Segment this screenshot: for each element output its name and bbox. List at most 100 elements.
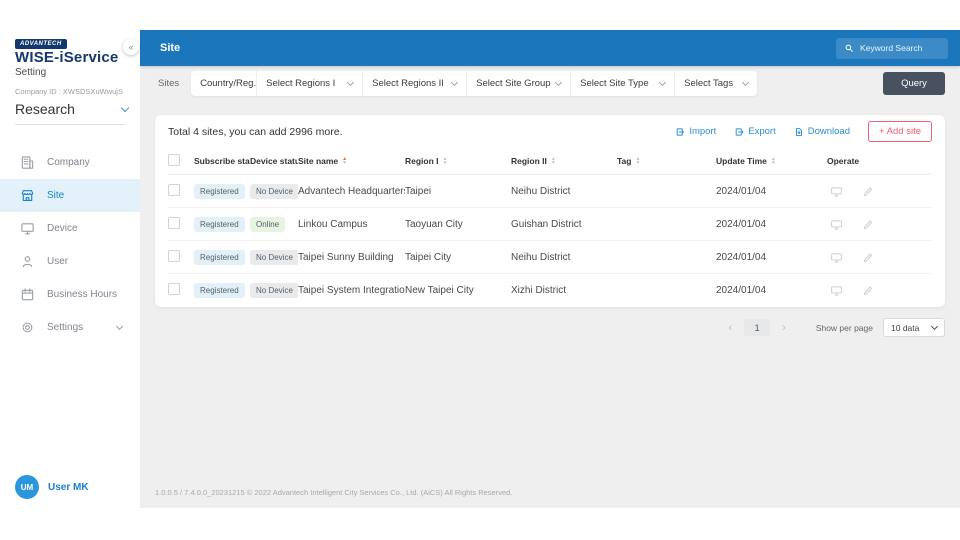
- page-size-value: 10 data: [891, 322, 920, 333]
- sidebar-collapse-button[interactable]: «: [123, 39, 139, 55]
- sidebar-item-device[interactable]: Device: [0, 212, 140, 245]
- column-header-operate: Operate: [827, 156, 860, 166]
- sort-icon[interactable]: ▲ ▼: [770, 156, 776, 166]
- sidebar-item-user[interactable]: User: [0, 245, 140, 278]
- sidebar-item-business-hours[interactable]: Business Hours: [0, 278, 140, 311]
- device-view-icon[interactable]: [830, 251, 843, 264]
- app-window: ADVANTECH WISE-iService Setting Company …: [0, 30, 960, 508]
- page-size-select[interactable]: 10 data: [883, 318, 945, 337]
- edit-icon[interactable]: [861, 218, 874, 231]
- import-button[interactable]: Import: [675, 126, 716, 137]
- update-time-cell: 2024/01/04: [716, 185, 767, 197]
- region-1-cell: Taipei: [405, 185, 432, 197]
- column-label: Site name: [298, 156, 339, 166]
- row-checkbox[interactable]: [168, 183, 180, 196]
- person-icon: [20, 254, 35, 269]
- row-checkbox[interactable]: [168, 216, 180, 229]
- organization-selector[interactable]: Research: [15, 97, 130, 121]
- previous-page-icon[interactable]: ‹: [728, 321, 733, 334]
- device-status-badge: Online: [250, 216, 286, 232]
- select-value: Select Site Group: [476, 78, 551, 89]
- search-input[interactable]: [860, 43, 940, 53]
- user-chip[interactable]: UM User MK: [15, 475, 89, 499]
- advantech-logo: ADVANTECH: [15, 39, 67, 49]
- gear-icon: [20, 320, 35, 335]
- table-row: Registered No Device Taipei Sunny Buildi…: [168, 241, 932, 274]
- sort-icon[interactable]: ▲ ▼: [442, 156, 448, 166]
- chevron-down-icon: [347, 78, 355, 86]
- update-time-cell: 2024/01/04: [716, 218, 767, 230]
- device-view-icon[interactable]: [830, 185, 843, 198]
- sites-table-card: Total 4 sites, you can add 2996 more. Im…: [155, 115, 945, 307]
- main-content: Site Sites Country/Reg... Select Regions…: [140, 30, 960, 508]
- table-row: Registered No Device Advantech Headquart…: [168, 175, 932, 208]
- user-name: User MK: [48, 481, 89, 493]
- region-2-cell: Xizhi District: [511, 285, 567, 296]
- query-button[interactable]: Query: [883, 72, 945, 95]
- download-button[interactable]: Download: [794, 126, 850, 137]
- region-2-cell: Neihu District: [511, 185, 571, 197]
- table-row: Registered Online Linkou Campus Taoyuan …: [168, 208, 932, 241]
- subscribe-status-badge: Registered: [194, 283, 245, 298]
- column-label: Region I: [405, 156, 439, 166]
- select-all-checkbox[interactable]: [168, 154, 180, 166]
- region-1-cell: New Taipei City: [405, 285, 474, 296]
- sidebar-item-site[interactable]: Site: [0, 179, 140, 212]
- add-site-button[interactable]: + Add site: [868, 121, 932, 142]
- column-header-site-name[interactable]: Site name ▲ ▼: [298, 156, 405, 166]
- column-label: Region II: [511, 156, 547, 166]
- sidebar-item-label: Business Hours: [47, 289, 118, 300]
- select-value: Select Tags: [684, 78, 734, 89]
- keyword-search-box[interactable]: [836, 37, 948, 59]
- select-value: Select Regions II: [372, 78, 444, 89]
- sidebar-item-label: User: [47, 256, 69, 267]
- sidebar-nav: Company Site Device User: [0, 146, 140, 344]
- subscribe-status-badge: Registered: [194, 249, 245, 265]
- company-id-label: Company ID : XWSDSXuWwujS: [15, 87, 123, 96]
- device-view-icon[interactable]: [830, 218, 843, 231]
- column-header-region-1[interactable]: Region I ▲ ▼: [405, 156, 511, 166]
- row-checkbox[interactable]: [168, 283, 180, 295]
- organization-name: Research: [15, 101, 75, 117]
- device-view-icon[interactable]: [830, 284, 843, 297]
- chevron-down-icon: [451, 78, 459, 86]
- select-value: Select Regions I: [266, 78, 336, 89]
- tags-select[interactable]: Select Tags: [675, 71, 757, 96]
- product-name: WISE-iService: [15, 49, 119, 66]
- export-icon: [734, 127, 744, 137]
- site-type-select[interactable]: Select Site Type: [571, 71, 676, 96]
- sidebar-item-settings[interactable]: Settings: [0, 311, 140, 344]
- module-name: Setting: [15, 67, 47, 78]
- site-name-cell: Advantech Headquarters: [298, 185, 405, 197]
- regions-1-select[interactable]: Select Regions I: [257, 71, 364, 96]
- page-number[interactable]: 1: [744, 319, 771, 336]
- sidebar-item-label: Settings: [47, 322, 84, 333]
- row-checkbox[interactable]: [168, 249, 180, 262]
- table-toolbar: Total 4 sites, you can add 2996 more. Im…: [168, 115, 932, 148]
- regions-2-select[interactable]: Select Regions II: [363, 71, 468, 96]
- sidebar-item-company[interactable]: Company: [0, 146, 140, 179]
- next-page-icon[interactable]: ›: [782, 321, 786, 334]
- export-button[interactable]: Export: [734, 126, 776, 137]
- column-label: Update Time: [716, 156, 767, 166]
- search-icon: [844, 43, 854, 53]
- sort-icon[interactable]: ▲ ▼: [550, 156, 556, 166]
- edit-icon[interactable]: [861, 251, 874, 264]
- chevron-down-icon: [659, 78, 667, 86]
- filter-row: Sites Country/Reg... Select Regions I Se…: [158, 71, 945, 96]
- site-group-select[interactable]: Select Site Group: [467, 71, 572, 96]
- column-header-region-2[interactable]: Region II ▲ ▼: [511, 156, 617, 166]
- sort-icon[interactable]: ▲ ▼: [635, 156, 641, 166]
- sort-icon[interactable]: ▲ ▼: [342, 156, 348, 166]
- subscribe-status-badge: Registered: [194, 216, 245, 232]
- column-header-update-time[interactable]: Update Time ▲ ▼: [716, 156, 827, 166]
- edit-icon[interactable]: [861, 185, 874, 198]
- site-name-cell: Linkou Campus: [298, 218, 368, 230]
- sidebar-item-label: Company: [47, 157, 90, 168]
- edit-icon[interactable]: [861, 284, 874, 297]
- table-row: Registered No Device Taipei System Integ…: [168, 274, 932, 307]
- pagination: ‹ 1 › Show per page 10 data: [720, 318, 945, 337]
- column-header-tag[interactable]: Tag ▲ ▼: [617, 156, 716, 166]
- country-region-select[interactable]: Country/Reg...: [191, 71, 258, 96]
- sidebar-item-label: Device: [47, 223, 78, 234]
